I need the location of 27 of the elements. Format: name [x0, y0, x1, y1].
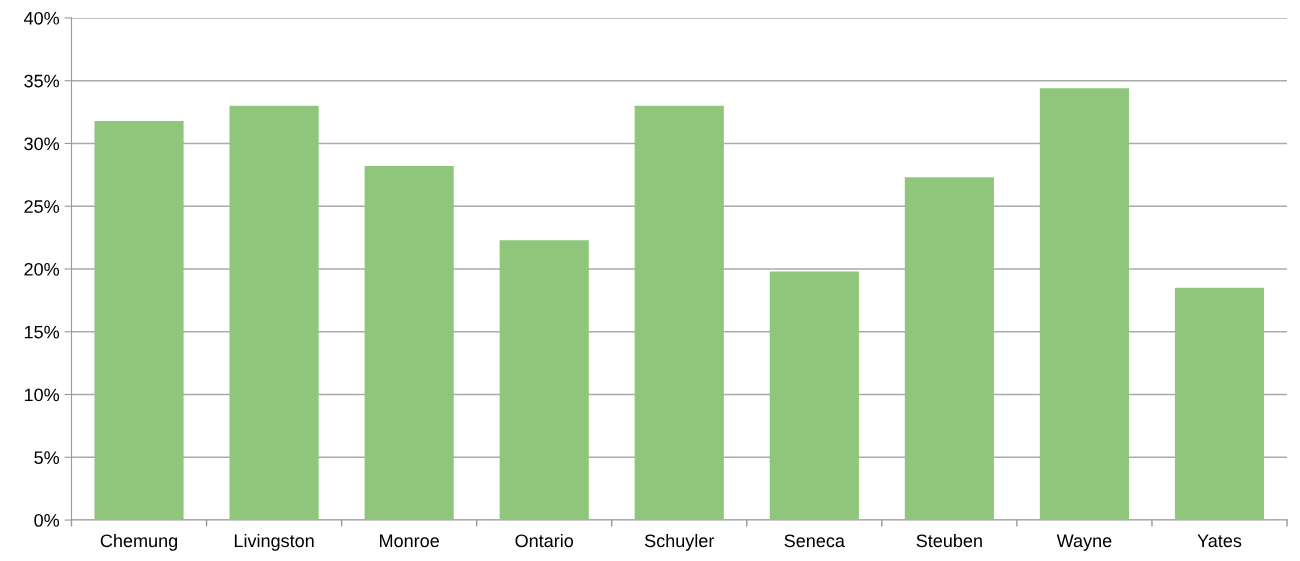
bar	[229, 105, 319, 521]
y-tick-label: 40%	[23, 11, 60, 25]
y-tick-label: 5%	[34, 451, 60, 465]
bar	[634, 105, 724, 521]
y-tick-label: 30%	[24, 137, 60, 151]
x-tick-label: Monroe	[380, 534, 439, 548]
bar	[94, 120, 184, 521]
y-tick-label: 25%	[24, 200, 60, 213]
x-tick-label: Wayne	[1056, 534, 1112, 551]
y-tick-label: 35%	[24, 74, 60, 88]
x-tick-label: Schuyler	[644, 533, 715, 551]
x-tick-label: Livingston	[234, 533, 314, 551]
x-tick-label: Yates	[1197, 534, 1242, 548]
y-tick-label: 15%	[24, 325, 60, 339]
bar	[499, 240, 589, 521]
bar	[769, 271, 859, 521]
bar	[1174, 287, 1265, 521]
x-tick-label: Steuben	[916, 533, 982, 548]
bar	[1039, 88, 1129, 521]
bar	[364, 166, 454, 521]
bar	[904, 177, 994, 521]
y-tick-label: 0%	[34, 513, 60, 527]
y-tick-label: 20%	[24, 262, 60, 276]
x-tick-label: Seneca	[784, 534, 845, 548]
x-tick-label: Ontario	[515, 533, 574, 548]
x-tick-label: Chemung	[100, 533, 178, 551]
y-tick-label: 10%	[24, 388, 60, 402]
